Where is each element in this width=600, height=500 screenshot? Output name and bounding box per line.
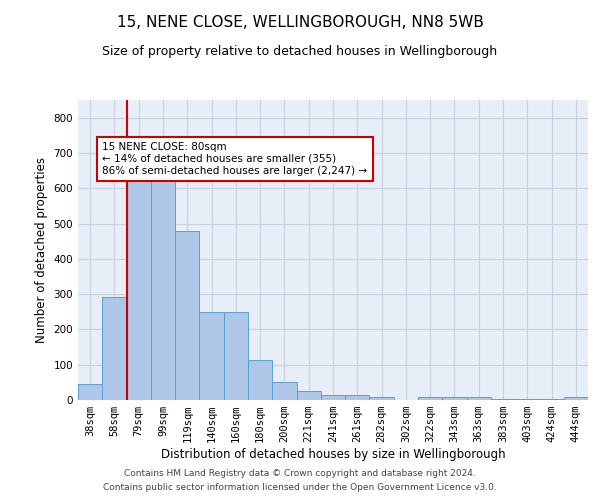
Bar <box>442 397 467 400</box>
Bar <box>102 296 127 400</box>
Bar <box>151 166 175 400</box>
Bar <box>78 384 102 400</box>
Bar <box>515 398 539 400</box>
Text: 15 NENE CLOSE: 80sqm
← 14% of detached houses are smaller (355)
86% of semi-deta: 15 NENE CLOSE: 80sqm ← 14% of detached h… <box>102 142 367 176</box>
Text: Contains HM Land Registry data © Crown copyright and database right 2024.: Contains HM Land Registry data © Crown c… <box>124 468 476 477</box>
Bar <box>564 397 588 400</box>
Bar <box>370 397 394 400</box>
Bar <box>272 382 296 400</box>
Y-axis label: Number of detached properties: Number of detached properties <box>35 157 48 343</box>
Bar <box>248 360 272 400</box>
Bar <box>467 397 491 400</box>
Bar <box>127 169 151 400</box>
Bar <box>539 398 564 400</box>
Text: Contains public sector information licensed under the Open Government Licence v3: Contains public sector information licen… <box>103 484 497 492</box>
Bar <box>321 395 345 400</box>
Bar <box>175 232 199 400</box>
X-axis label: Distribution of detached houses by size in Wellingborough: Distribution of detached houses by size … <box>161 448 505 461</box>
Bar <box>199 312 224 400</box>
Text: Size of property relative to detached houses in Wellingborough: Size of property relative to detached ho… <box>103 45 497 58</box>
Bar <box>345 395 370 400</box>
Bar <box>296 391 321 400</box>
Bar <box>224 312 248 400</box>
Text: 15, NENE CLOSE, WELLINGBOROUGH, NN8 5WB: 15, NENE CLOSE, WELLINGBOROUGH, NN8 5WB <box>116 15 484 30</box>
Bar <box>418 397 442 400</box>
Bar <box>491 398 515 400</box>
